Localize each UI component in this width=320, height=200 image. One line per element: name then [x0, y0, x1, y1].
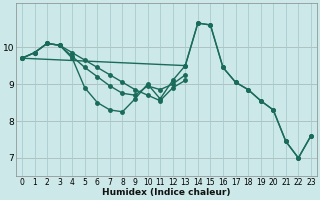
- X-axis label: Humidex (Indice chaleur): Humidex (Indice chaleur): [102, 188, 231, 197]
